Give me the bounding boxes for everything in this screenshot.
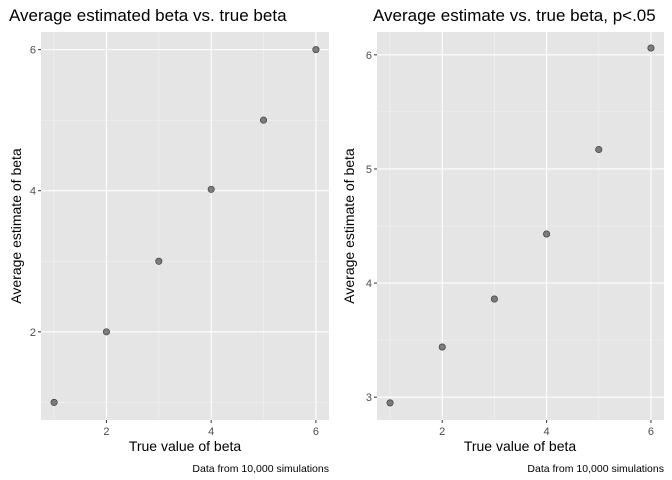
data-point [543,230,551,238]
data-point [102,328,110,336]
data-point [312,46,320,54]
plot-panel [41,32,329,420]
y-axis-label: Average estimate of beta [8,148,24,304]
chart-title: Average estimated beta vs. true beta [9,6,287,25]
chart-title: Average estimate vs. true beta, p<.05 [373,6,656,25]
minor-grid [41,32,329,420]
data-point [260,116,268,124]
x-tick-label: 2 [439,426,445,438]
data-point [438,343,446,351]
y-tick-label: 6 [30,45,36,57]
data-point [595,146,603,154]
data-point [50,398,58,406]
data-point [155,257,163,265]
y-tick-label: 5 [366,164,372,176]
data-point [386,399,394,407]
data-point [647,44,655,52]
y-axis-label: Average estimate of beta [341,148,357,304]
x-tick-label: 6 [648,426,654,438]
x-axis-label: True value of beta [464,438,577,454]
data-point [207,185,215,193]
x-tick-label: 4 [208,426,214,438]
y-tick-label: 4 [30,186,36,198]
x-tick-label: 6 [313,426,319,438]
x-tick-label: 2 [103,426,109,438]
y-tick-label: 2 [30,327,36,339]
chart-caption: Data from 10,000 simulations [527,463,664,475]
chart-panel-1: 2 4 6 2 4 6 Average estimated beta vs. true be… [8,6,329,475]
data-point [490,295,498,303]
x-tick-label: 4 [544,426,550,438]
y-tick-label: 3 [366,392,372,404]
major-grid [377,32,664,420]
major-grid [41,32,329,420]
y-tick-label: 4 [366,278,372,290]
chart-panel-2: 2 4 6 3 4 5 6 Average estimate vs. true beta, p… [341,6,664,475]
x-axis-label: True value of beta [129,438,242,454]
y-tick-label: 6 [366,50,372,62]
minor-grid [377,32,664,420]
chart-caption: Data from 10,000 simulations [192,463,329,475]
